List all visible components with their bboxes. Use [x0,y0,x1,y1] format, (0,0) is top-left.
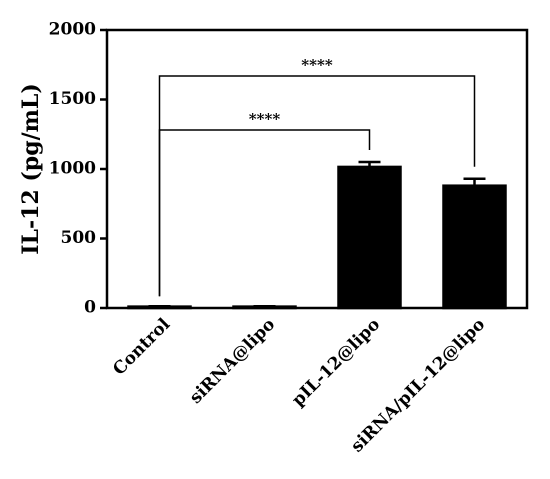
significance-label: **** [249,110,281,128]
y-tick-label: 0 [84,298,96,318]
x-tick-label: Control [109,314,174,379]
x-tick-label: siRNA@lipo [186,315,279,408]
y-tick-label: 2000 [49,20,96,40]
bar [442,184,507,310]
x-tick-label: pIL-12@lipo [288,315,384,411]
y-tick-label: 1000 [49,159,96,179]
y-axis-label: IL-12 (pg/mL) [18,83,44,255]
y-tick-label: 500 [61,228,97,248]
bar [337,165,402,310]
significance-label: **** [301,56,333,74]
y-tick-label: 1500 [49,89,96,109]
significance-bracket [158,75,476,297]
